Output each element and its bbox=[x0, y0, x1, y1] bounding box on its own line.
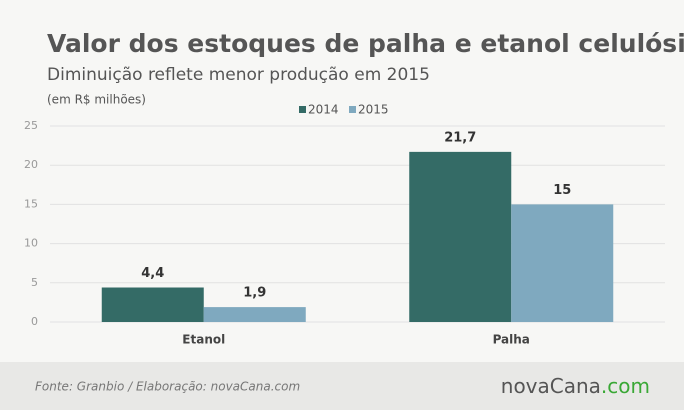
y-tick-label: 0 bbox=[31, 315, 38, 328]
logo: novaCana.com bbox=[501, 374, 650, 398]
bar bbox=[511, 204, 614, 322]
logo-name: novaCana bbox=[501, 374, 601, 398]
legend-label: 2015 bbox=[358, 103, 389, 117]
logo-suffix: .com bbox=[601, 374, 650, 398]
y-tick-label: 25 bbox=[24, 119, 38, 132]
x-tick-label: Palha bbox=[493, 333, 530, 347]
legend-label: 2014 bbox=[308, 103, 339, 117]
value-label: 4,4 bbox=[141, 266, 164, 281]
y-tick-label: 10 bbox=[24, 237, 38, 250]
footer-band bbox=[0, 362, 684, 410]
chart-title: Valor dos estoques de palha e etanol cel… bbox=[47, 29, 684, 58]
y-tick-label: 15 bbox=[24, 197, 38, 210]
bar bbox=[101, 287, 204, 322]
value-label: 1,9 bbox=[243, 286, 266, 301]
legend-swatch bbox=[349, 106, 356, 113]
bar bbox=[203, 307, 306, 322]
unit-label: (em R$ milhões) bbox=[47, 93, 146, 107]
y-tick-label: 20 bbox=[24, 158, 38, 171]
chart-subtitle: Diminuição reflete menor produção em 201… bbox=[47, 65, 430, 85]
x-tick-label: Etanol bbox=[182, 333, 225, 347]
value-label: 15 bbox=[553, 183, 571, 198]
source: Fonte: Granbio / Elaboração: novaCana.co… bbox=[35, 380, 300, 394]
legend-swatch bbox=[299, 106, 306, 113]
bar bbox=[409, 151, 512, 322]
y-tick-label: 5 bbox=[31, 276, 38, 289]
value-label: 21,7 bbox=[444, 130, 476, 145]
